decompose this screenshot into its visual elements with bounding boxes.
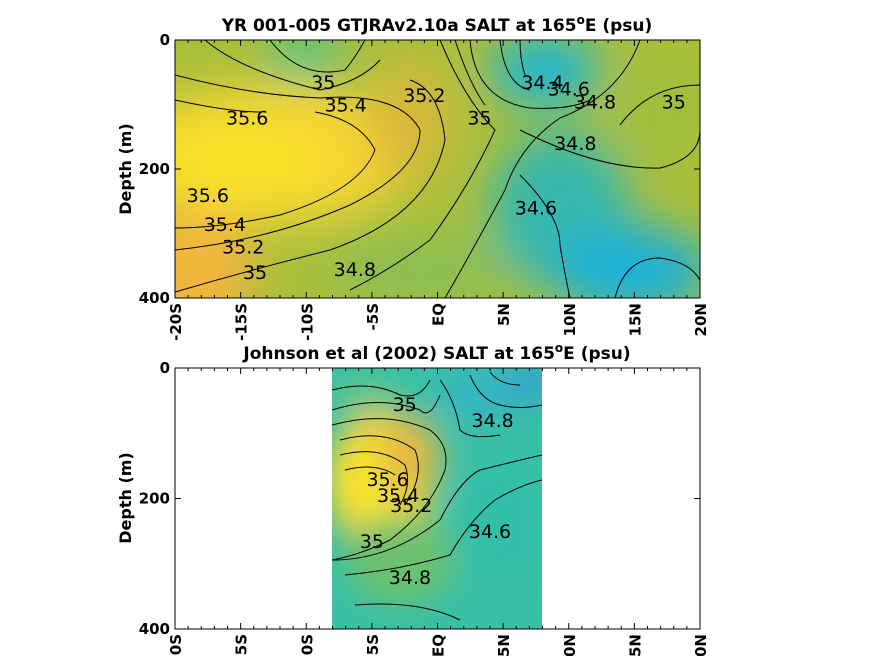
x-tick-label: -20S [167,634,185,656]
x-tick-label: 10N [561,303,579,336]
contour-label: 35 [393,394,417,416]
contour-label: 34.8 [334,259,376,281]
panel-bottom-title: Johnson et al (2002) SALT at 165oE (psu) [242,341,630,364]
contour-label: 34.6 [548,78,590,100]
x-tick-label: -20S [167,303,185,341]
contour-label: 34.8 [574,91,616,113]
x-tick-label: -5S [364,634,382,656]
panel-top-x-axis: -20S -15S -10S -5S EQ 5N 10N 15N 20N [167,40,710,341]
contour-label: 35.2 [403,85,445,107]
contour-label: 34.8 [554,133,596,155]
contour-label: 34.8 [471,410,513,432]
contour-label: 34.4 [521,72,563,94]
contour-label: 35 [467,107,491,129]
contour-label: 35 [662,91,686,113]
x-tick-label: -15S [233,634,251,656]
y-tick-label: 0 [160,31,170,49]
contour-label: 35.6 [226,107,268,129]
x-tick-label: EQ [430,634,448,656]
y-tick-label: 400 [139,620,170,638]
x-tick-label: -5S [364,303,382,330]
panel-bottom-x-axis: -20S -15S -10S -5S EQ 5N 10N 15N 20N [167,368,710,656]
panel-bottom-contours [332,371,542,621]
y-tick-label: 400 [139,289,170,307]
contour-label: 34.8 [389,567,431,589]
panel-top-ylabel: Depth (m) [116,123,135,215]
x-tick-label: -10S [298,303,316,341]
panel-bottom: Johnson et al (2002) SALT at 165oE (psu) [116,341,710,656]
panel-top-y-axis: 0 200 400 [139,31,700,307]
x-tick-label: EQ [430,303,448,326]
panel-top-field [175,40,700,298]
x-tick-label: 15N [626,634,644,656]
panel-bottom-field [332,368,542,629]
panel-top: YR 001-005 GTJRAv2.10a SALT at 165oE (ps… [116,13,710,341]
x-tick-label: 15N [626,303,644,336]
contour-label: 35.2 [222,236,264,258]
contour-label: 35.6 [366,469,408,491]
panel-bottom-y-axis: 0 200 400 [139,359,700,638]
contour-label: 35.2 [390,495,432,517]
panel-bottom-ylabel: Depth (m) [116,452,135,544]
contour-label: 34.6 [469,521,511,543]
x-tick-label: -15S [233,303,251,341]
x-tick-label: 20N [692,634,710,656]
y-tick-label: 0 [160,359,170,377]
contour-label: 35.4 [377,485,419,507]
x-tick-label: -10S [298,634,316,656]
contour-label: 35 [360,531,384,553]
x-tick-label: 5N [495,634,513,656]
panel-top-contours [175,40,700,298]
panel-top-title: YR 001-005 GTJRAv2.10a SALT at 165oE (ps… [221,13,653,36]
contour-label: 35.4 [324,95,366,117]
x-tick-label: 10N [561,634,579,656]
y-tick-label: 200 [139,160,170,178]
x-tick-label: 5N [495,303,513,326]
contour-label: 35.6 [187,185,229,207]
x-tick-label: 20N [692,303,710,336]
y-tick-label: 200 [139,490,170,508]
contour-label: 35 [311,72,335,94]
contour-label: 35.4 [204,214,246,236]
contour-label: 35 [243,262,267,284]
contour-label: 34.6 [515,198,557,220]
